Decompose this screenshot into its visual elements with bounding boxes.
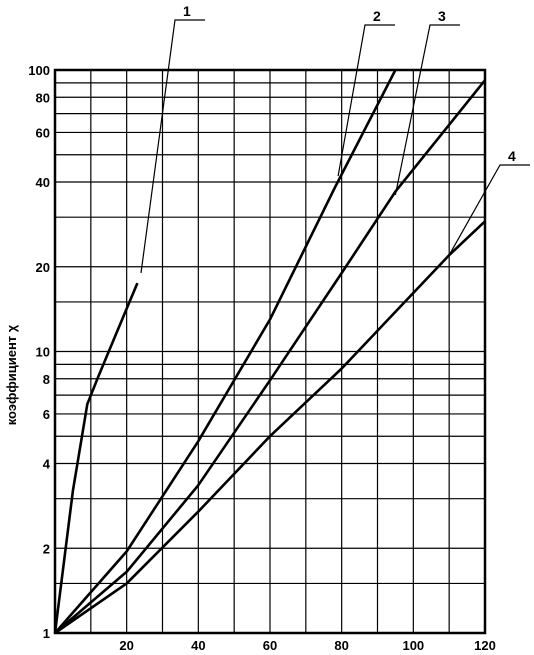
- series-line-2: [54, 69, 397, 634]
- y-tick-label: 60: [36, 125, 50, 140]
- x-tick-label: 80: [334, 638, 348, 653]
- series-line-3: [54, 79, 487, 634]
- y-tick-label: 80: [36, 90, 50, 105]
- callouts: 1 2 3 4: [140, 3, 530, 274]
- callout-leader-2: [337, 24, 395, 177]
- y-tick-label: 6: [43, 407, 50, 422]
- y-tick-label: 20: [36, 260, 50, 275]
- callout-leader-4: [448, 164, 530, 256]
- y-axis-label: коэффициент χ: [4, 324, 19, 425]
- callout-label-2: 2: [373, 8, 381, 24]
- x-tick-label: 120: [474, 638, 496, 653]
- y-tick-label: 8: [43, 372, 50, 387]
- y-tick-label: 4: [43, 457, 51, 472]
- series-line-1: [53, 282, 139, 634]
- x-tick-label: 100: [402, 638, 424, 653]
- y-tick-label: 1: [43, 626, 50, 641]
- x-tick-label: 20: [119, 638, 133, 653]
- y-tick-label: 2: [43, 541, 50, 556]
- x-tick-label: 40: [191, 638, 205, 653]
- y-tick-label: 40: [36, 175, 50, 190]
- x-tick-label: 60: [263, 638, 277, 653]
- y-tick-labels: 1 2 4 6 8 10 20 40 60 80 100: [28, 63, 50, 641]
- y-tick-label: 10: [36, 345, 50, 360]
- y-tick-label: 100: [28, 63, 50, 78]
- callout-label-1: 1: [183, 3, 191, 19]
- callout-leader-1: [140, 19, 205, 274]
- grid: [54, 69, 486, 634]
- callout-label-4: 4: [508, 148, 516, 164]
- x-tick-labels: 20 40 60 80 100 120: [119, 638, 495, 653]
- callout-label-3: 3: [438, 8, 446, 24]
- plot-frame: [53, 68, 487, 635]
- callout-leader-3: [394, 24, 460, 196]
